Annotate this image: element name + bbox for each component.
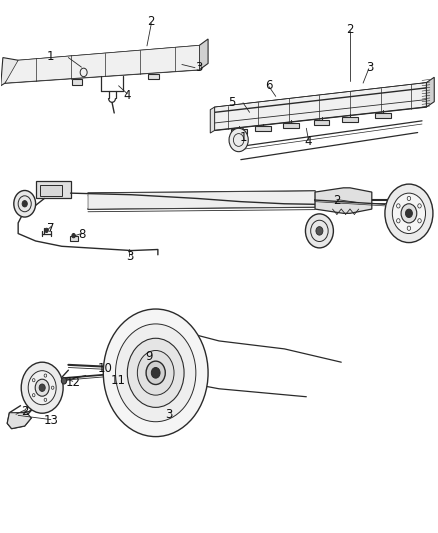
Circle shape <box>385 184 433 243</box>
Polygon shape <box>426 77 434 107</box>
Circle shape <box>61 377 67 384</box>
Text: 4: 4 <box>124 89 131 102</box>
Polygon shape <box>199 39 208 70</box>
Text: 13: 13 <box>43 414 58 427</box>
Circle shape <box>28 370 56 405</box>
Text: 5: 5 <box>228 96 236 109</box>
Text: 3: 3 <box>196 61 203 74</box>
Text: 4: 4 <box>305 134 312 148</box>
Bar <box>375 113 391 118</box>
Text: 2: 2 <box>21 405 28 417</box>
Circle shape <box>103 309 208 437</box>
Circle shape <box>138 351 174 395</box>
Text: 8: 8 <box>78 228 85 241</box>
Bar <box>35 181 71 198</box>
Bar <box>283 123 299 128</box>
Bar <box>314 119 329 125</box>
Circle shape <box>146 361 165 384</box>
Text: 3: 3 <box>366 61 373 74</box>
Circle shape <box>305 214 333 248</box>
Text: 3: 3 <box>126 251 133 263</box>
Circle shape <box>45 228 48 232</box>
Bar <box>342 117 358 122</box>
Text: 7: 7 <box>47 222 55 235</box>
Circle shape <box>22 200 27 207</box>
Polygon shape <box>1 58 18 86</box>
Text: 10: 10 <box>98 362 113 375</box>
Bar <box>134 333 147 341</box>
Circle shape <box>316 227 323 235</box>
Text: 1: 1 <box>239 131 247 144</box>
Circle shape <box>151 368 160 378</box>
Bar <box>70 236 78 241</box>
Circle shape <box>14 190 35 217</box>
Text: 3: 3 <box>165 408 173 421</box>
Text: 2: 2 <box>346 23 354 36</box>
Circle shape <box>116 324 196 422</box>
Polygon shape <box>7 413 31 429</box>
Bar <box>148 74 159 79</box>
Polygon shape <box>5 45 199 83</box>
Polygon shape <box>315 188 372 213</box>
Bar <box>72 79 82 85</box>
Circle shape <box>72 233 75 238</box>
Text: 12: 12 <box>65 376 80 389</box>
Text: 6: 6 <box>265 79 273 92</box>
Bar <box>40 184 62 196</box>
Circle shape <box>392 193 426 233</box>
Circle shape <box>35 379 49 396</box>
Text: 2: 2 <box>333 194 341 207</box>
Text: 11: 11 <box>111 374 126 387</box>
Text: 1: 1 <box>47 50 55 63</box>
Circle shape <box>401 204 417 223</box>
Polygon shape <box>210 107 215 133</box>
Circle shape <box>229 128 248 152</box>
Circle shape <box>127 338 184 407</box>
Polygon shape <box>215 83 426 131</box>
Text: 9: 9 <box>145 350 153 364</box>
Circle shape <box>21 362 63 413</box>
Circle shape <box>406 209 413 217</box>
Polygon shape <box>88 191 315 209</box>
Bar <box>255 126 271 132</box>
Bar <box>231 129 247 134</box>
Circle shape <box>39 384 45 391</box>
Text: 2: 2 <box>148 15 155 28</box>
